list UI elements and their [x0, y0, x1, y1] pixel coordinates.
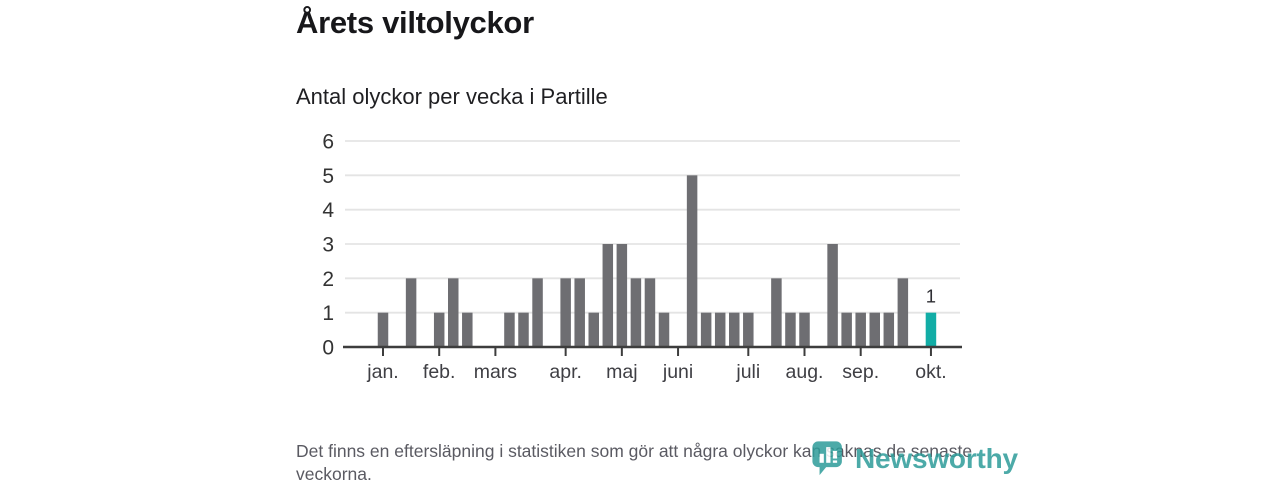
bar-value-label: 1: [926, 286, 936, 307]
highlighted-bar: [925, 312, 937, 347]
bar: [616, 244, 628, 347]
bar: [462, 312, 473, 347]
bar: [630, 278, 642, 347]
month-label: maj: [606, 361, 637, 383]
y-axis-label: 1: [322, 302, 334, 325]
month-label: juli: [735, 361, 760, 383]
month-label: apr.: [549, 361, 582, 383]
bar: [448, 278, 459, 347]
month-label: feb.: [423, 361, 456, 383]
bar: [405, 278, 417, 347]
bar: [827, 244, 838, 347]
bar: [377, 312, 389, 347]
month-label: mars: [474, 361, 518, 383]
bar: [799, 312, 810, 347]
bar: [714, 312, 726, 347]
month-label: aug.: [786, 361, 824, 383]
bar: [855, 312, 866, 347]
bar: [771, 278, 782, 347]
y-axis-label: 4: [322, 199, 334, 222]
y-axis-label: 0: [322, 337, 334, 360]
bar: [574, 278, 585, 347]
footnote: Det finns en eftersläpning i statistiken…: [296, 441, 973, 480]
bar: [518, 312, 529, 347]
bar: [897, 278, 909, 347]
newsworthy-logo: Newsworthy: [811, 439, 1018, 479]
bar: [686, 175, 698, 347]
bar: [700, 312, 712, 347]
month-label: sep.: [842, 361, 879, 383]
bar: [841, 312, 852, 347]
bar: [869, 312, 880, 347]
bar: [588, 312, 599, 347]
bar: [658, 312, 670, 347]
bar-chart: jan. feb. mars apr. maj juni juli aug. sep. okt. 0…: [296, 125, 988, 397]
bar: [883, 312, 895, 347]
bar: [532, 278, 543, 347]
newsworthy-bubble-icon: [812, 441, 842, 476]
bar-chart-svg: jan. feb. mars apr. maj juni juli aug. sep. okt. 0…: [322, 131, 962, 383]
bar: [560, 278, 571, 347]
month-label: juni: [662, 361, 693, 383]
month-label: jan.: [366, 361, 398, 383]
bar: [433, 312, 445, 347]
bar: [729, 312, 740, 347]
bar: [743, 312, 754, 347]
y-axis-label: 5: [322, 165, 334, 188]
bar: [602, 244, 614, 347]
y-axis-label: 6: [322, 131, 334, 154]
bar: [504, 312, 515, 347]
bar: [785, 312, 796, 347]
newsworthy-wordmark: Newsworthy: [855, 443, 1018, 474]
chart-subtitle: Antal olyckor per vecka i Partille: [296, 84, 608, 109]
bar: [644, 278, 656, 347]
y-axis-label: 3: [322, 234, 334, 257]
page-title: Årets viltolyckor: [296, 5, 534, 40]
y-axis-label: 2: [322, 268, 334, 291]
month-label: okt.: [915, 361, 946, 383]
